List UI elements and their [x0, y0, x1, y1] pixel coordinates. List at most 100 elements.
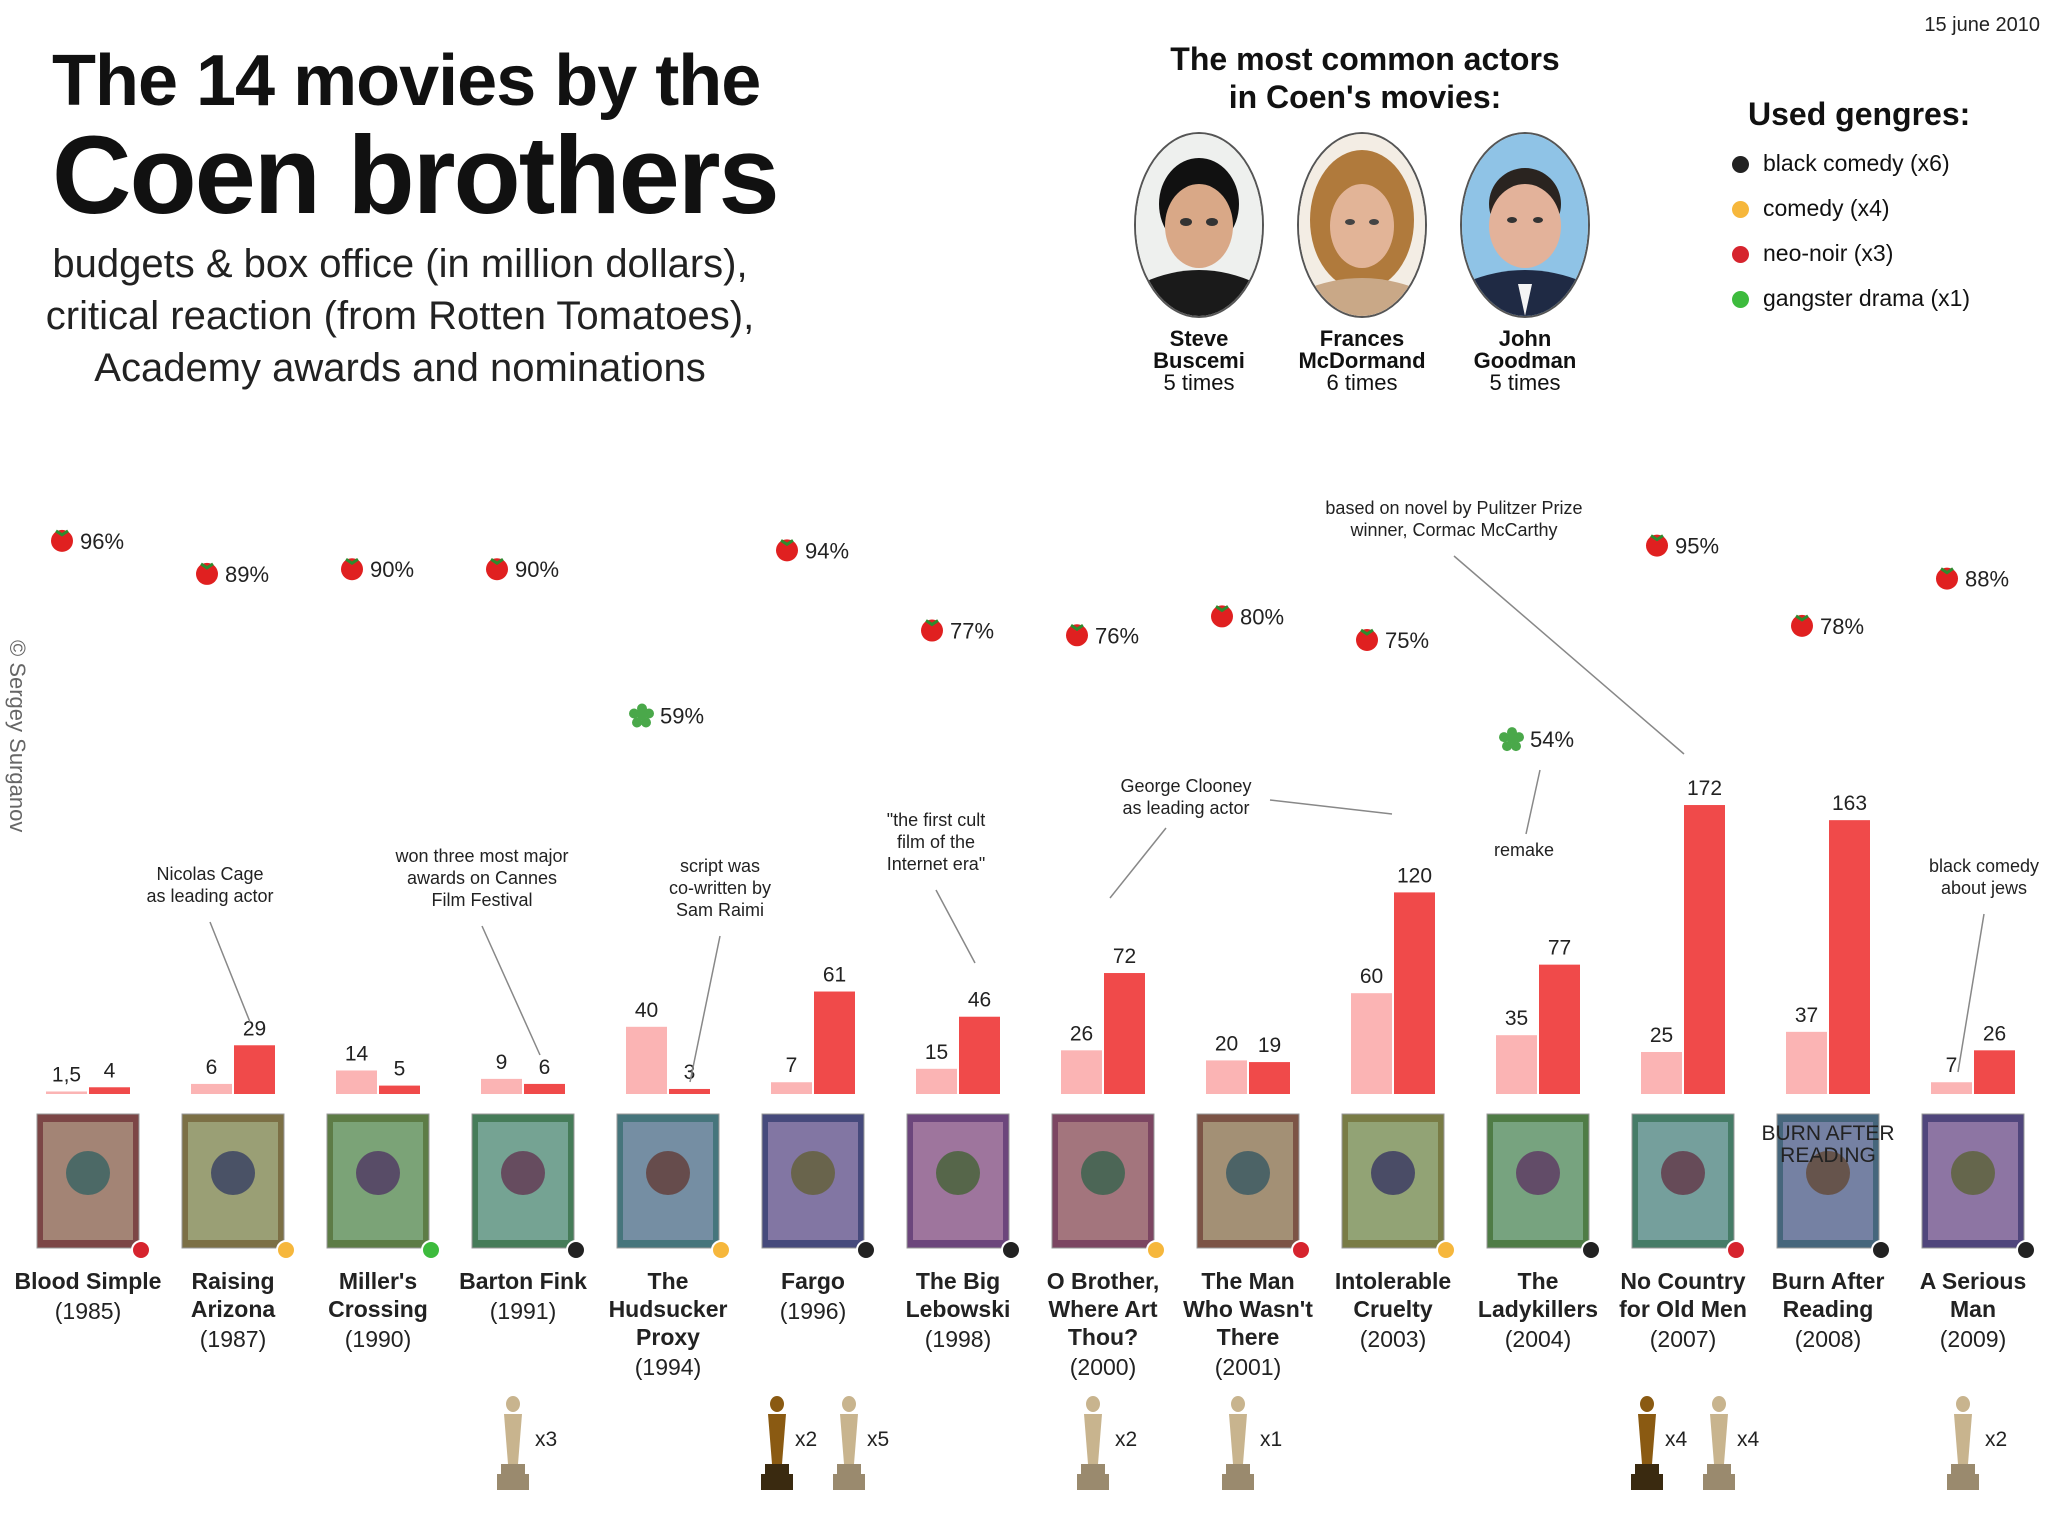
subtitle-line-1: budgets & box office (in million dollars… — [52, 242, 748, 286]
oscar-base — [1081, 1464, 1105, 1474]
oscar-body — [840, 1414, 858, 1464]
annotation-text: Sam Raimi — [676, 900, 764, 920]
splat-center — [1507, 734, 1517, 745]
annotation-text: film of the — [897, 832, 975, 852]
annotation-text: "the first cult — [887, 810, 985, 830]
oscar-pedestal — [1077, 1474, 1109, 1490]
splat-blob — [632, 717, 642, 728]
annotation-text: based on novel by Pulitzer Prize — [1325, 498, 1582, 518]
movie-year: (1998) — [925, 1326, 991, 1352]
annotation-text: winner, Cormac McCarthy — [1349, 520, 1557, 540]
genres-title: Used gengres: — [1748, 96, 1971, 132]
subtitle-line-2: critical reaction (from Rotten Tomatoes)… — [45, 294, 755, 338]
actors-title-line-2: in Coen's movies: — [1228, 79, 1502, 115]
budget-bar — [191, 1083, 232, 1094]
movie-title: Man — [1950, 1296, 1996, 1322]
budget-label: 25 — [1650, 1024, 1673, 1047]
oscar-head — [1640, 1396, 1654, 1412]
movie-title: Barton Fink — [459, 1268, 587, 1294]
budget-bar — [1931, 1082, 1972, 1094]
tomato-icon — [1356, 629, 1378, 651]
annotation-text: Film Festival — [431, 890, 532, 910]
movie-column: 7 61 94% Fargo (1996) x2 x5 — [761, 538, 889, 1490]
movie-title: The — [1518, 1268, 1559, 1294]
oscar-body — [504, 1414, 522, 1464]
tomato-stem-icon — [1650, 534, 1664, 542]
annotation-text: co-written by — [669, 878, 771, 898]
movie-title: Who Wasn't — [1183, 1296, 1313, 1322]
annotation-leader — [1453, 555, 1685, 755]
tomato-icon — [51, 529, 73, 552]
poster-figure — [1661, 1151, 1705, 1195]
oscar-base — [1635, 1464, 1659, 1474]
oscar-pedestal — [1947, 1474, 1979, 1490]
actor-steve-buscemi: Steve Buscemi 5 times — [1114, 132, 1284, 394]
oscars-nom-label: x2 — [1985, 1428, 2007, 1451]
oscar-base — [837, 1464, 861, 1474]
legend-dot-icon — [1732, 156, 1749, 173]
poster-figure — [501, 1151, 545, 1195]
splat-icon — [1499, 727, 1524, 752]
movie-title: for Old Men — [1619, 1296, 1747, 1322]
annotation-text: Internet era" — [887, 854, 985, 874]
tomato-stem-icon — [200, 562, 214, 570]
rotten-tomatoes-score: 90% — [370, 557, 414, 582]
movie-title: Arizona — [191, 1296, 276, 1322]
box-office-label: 61 — [823, 964, 846, 987]
actor-times: 6 times — [1326, 370, 1398, 395]
oscar-base — [1226, 1464, 1250, 1474]
movie-title: There — [1217, 1324, 1280, 1350]
annotation-text: as leading actor — [146, 886, 273, 906]
box-office-label: 3 — [684, 1061, 696, 1084]
movie-title: The Man — [1201, 1268, 1294, 1294]
box-office-bar — [524, 1083, 565, 1094]
oscar-head — [842, 1396, 856, 1412]
budget-bar — [481, 1078, 522, 1094]
annotation-text: awards on Cannes — [407, 868, 557, 888]
genre-dot-icon — [1871, 1240, 1891, 1260]
oscars-won-label: x4 — [1665, 1428, 1688, 1451]
oscar-pedestal — [1631, 1474, 1663, 1490]
budget-label: 14 — [345, 1042, 369, 1065]
movie-title: The Big — [916, 1268, 1000, 1294]
movie-title: The — [648, 1268, 689, 1294]
tomato-icon — [776, 539, 798, 562]
genre-dot-icon — [566, 1240, 586, 1260]
oscar-head — [1956, 1396, 1970, 1412]
budget-bar — [771, 1082, 812, 1094]
legend-dot-icon — [1732, 291, 1749, 308]
genre-dot-icon — [711, 1240, 731, 1260]
splat-blob — [1502, 741, 1512, 752]
oscar-body — [768, 1414, 786, 1464]
oscar-pedestal — [1703, 1474, 1735, 1490]
tomato-icon — [1936, 567, 1958, 590]
oscar-won-icon — [761, 1396, 793, 1490]
oscar-head — [506, 1396, 520, 1412]
poster-figure — [1226, 1151, 1270, 1195]
rotten-tomatoes-score: 75% — [1385, 628, 1429, 653]
annotation-text: Nicolas Cage — [156, 864, 263, 884]
box-office-bar — [1249, 1062, 1290, 1094]
tomato-icon — [1791, 614, 1813, 637]
genre-dot-icon — [1146, 1240, 1166, 1260]
annotation-text: George Clooney — [1120, 776, 1251, 796]
tomato-icon — [1211, 605, 1233, 628]
poster-figure — [66, 1151, 110, 1195]
oscars-nom-label: x1 — [1260, 1428, 1282, 1451]
legend-neo-noir: neo-noir (x3) — [1732, 240, 1893, 267]
movie-title: Intolerable — [1335, 1268, 1451, 1294]
budget-label: 7 — [1946, 1054, 1958, 1077]
rotten-tomatoes-score: 96% — [80, 529, 124, 554]
movie-column: 1,5 4 96% Blood Simple (1985) — [15, 529, 162, 1324]
box-office-label: 29 — [243, 1017, 266, 1040]
movie-title: Burn After — [1772, 1268, 1885, 1294]
box-office-bar — [959, 1016, 1000, 1094]
movie-title: Raising — [191, 1268, 274, 1294]
portrait-icon — [1136, 134, 1262, 316]
